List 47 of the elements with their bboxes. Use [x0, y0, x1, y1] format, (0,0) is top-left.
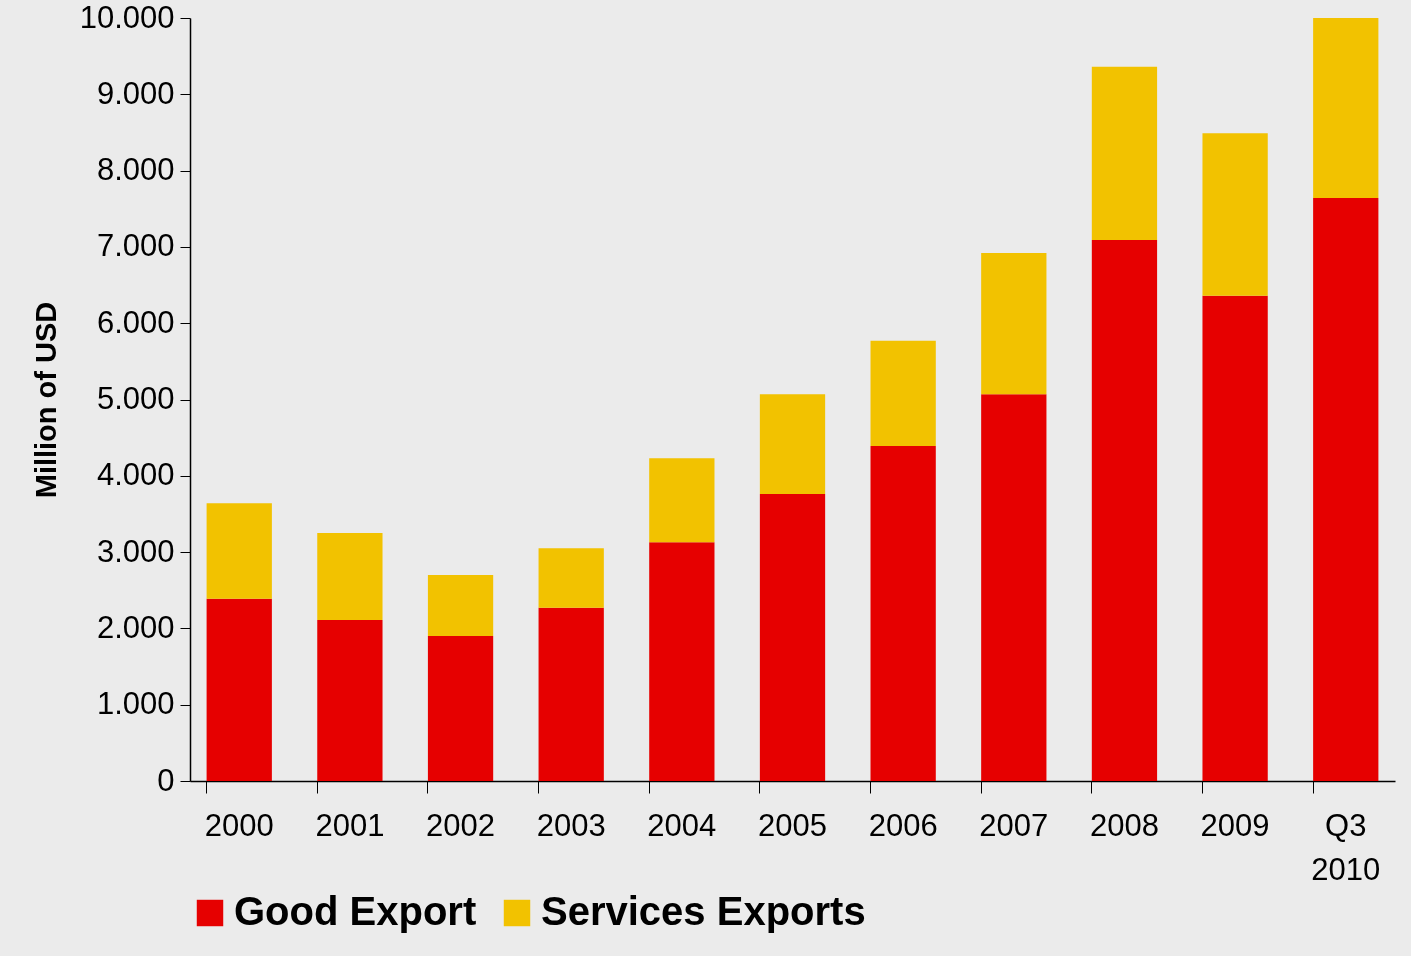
x-tick-label: 2007	[979, 807, 1049, 843]
bar	[870, 446, 936, 781]
bar	[649, 458, 715, 543]
y-tick-label: 7.000	[96, 228, 175, 264]
bar	[981, 253, 1047, 395]
bar	[317, 620, 383, 781]
bar	[1313, 18, 1379, 199]
x-tick-label: 2001	[315, 807, 385, 843]
bar	[427, 636, 494, 781]
legend-label: Services Exports	[541, 889, 866, 933]
bar	[427, 574, 494, 637]
y-tick-label: 8.000	[96, 152, 175, 188]
x-tick-label: 2009	[1200, 807, 1270, 843]
bar	[1202, 133, 1268, 296]
bar	[649, 542, 715, 781]
bar	[538, 607, 604, 781]
bar	[538, 548, 604, 608]
y-axis-title: Million of USD	[29, 301, 62, 499]
y-tick-label: 6.000	[96, 304, 175, 340]
x-tick-label: 2003	[536, 807, 606, 843]
y-tick-label: 1.000	[96, 686, 175, 722]
y-tick-label: 0	[157, 762, 175, 798]
bar	[981, 394, 1047, 781]
bar	[759, 394, 826, 495]
y-tick-label: 2.000	[96, 609, 175, 645]
x-tick-label: 2006	[868, 807, 938, 843]
bar	[759, 494, 826, 781]
x-tick-label: 2005	[758, 807, 827, 843]
bar	[206, 598, 272, 781]
bar	[870, 340, 936, 447]
y-tick-label: 9.000	[96, 75, 175, 111]
bar	[206, 503, 272, 599]
x-tick-label: Q3 2010	[1311, 807, 1381, 887]
y-tick-label: 10.000	[79, 0, 175, 35]
y-tick-label: 5.000	[96, 381, 175, 416]
x-tick-label: 2000	[204, 807, 274, 843]
y-tick-label: 4.000	[96, 457, 175, 493]
bar	[1202, 295, 1268, 781]
legend-label: Good Export	[234, 889, 477, 933]
x-tick-label: 2002	[426, 807, 496, 843]
bar	[1313, 198, 1379, 781]
x-tick-label: 2004	[647, 807, 717, 843]
x-tick-label: 2008	[1089, 807, 1159, 843]
bar	[1091, 240, 1158, 781]
y-tick-label: 3.000	[96, 533, 175, 569]
bar	[317, 533, 383, 621]
bar	[1091, 66, 1158, 241]
